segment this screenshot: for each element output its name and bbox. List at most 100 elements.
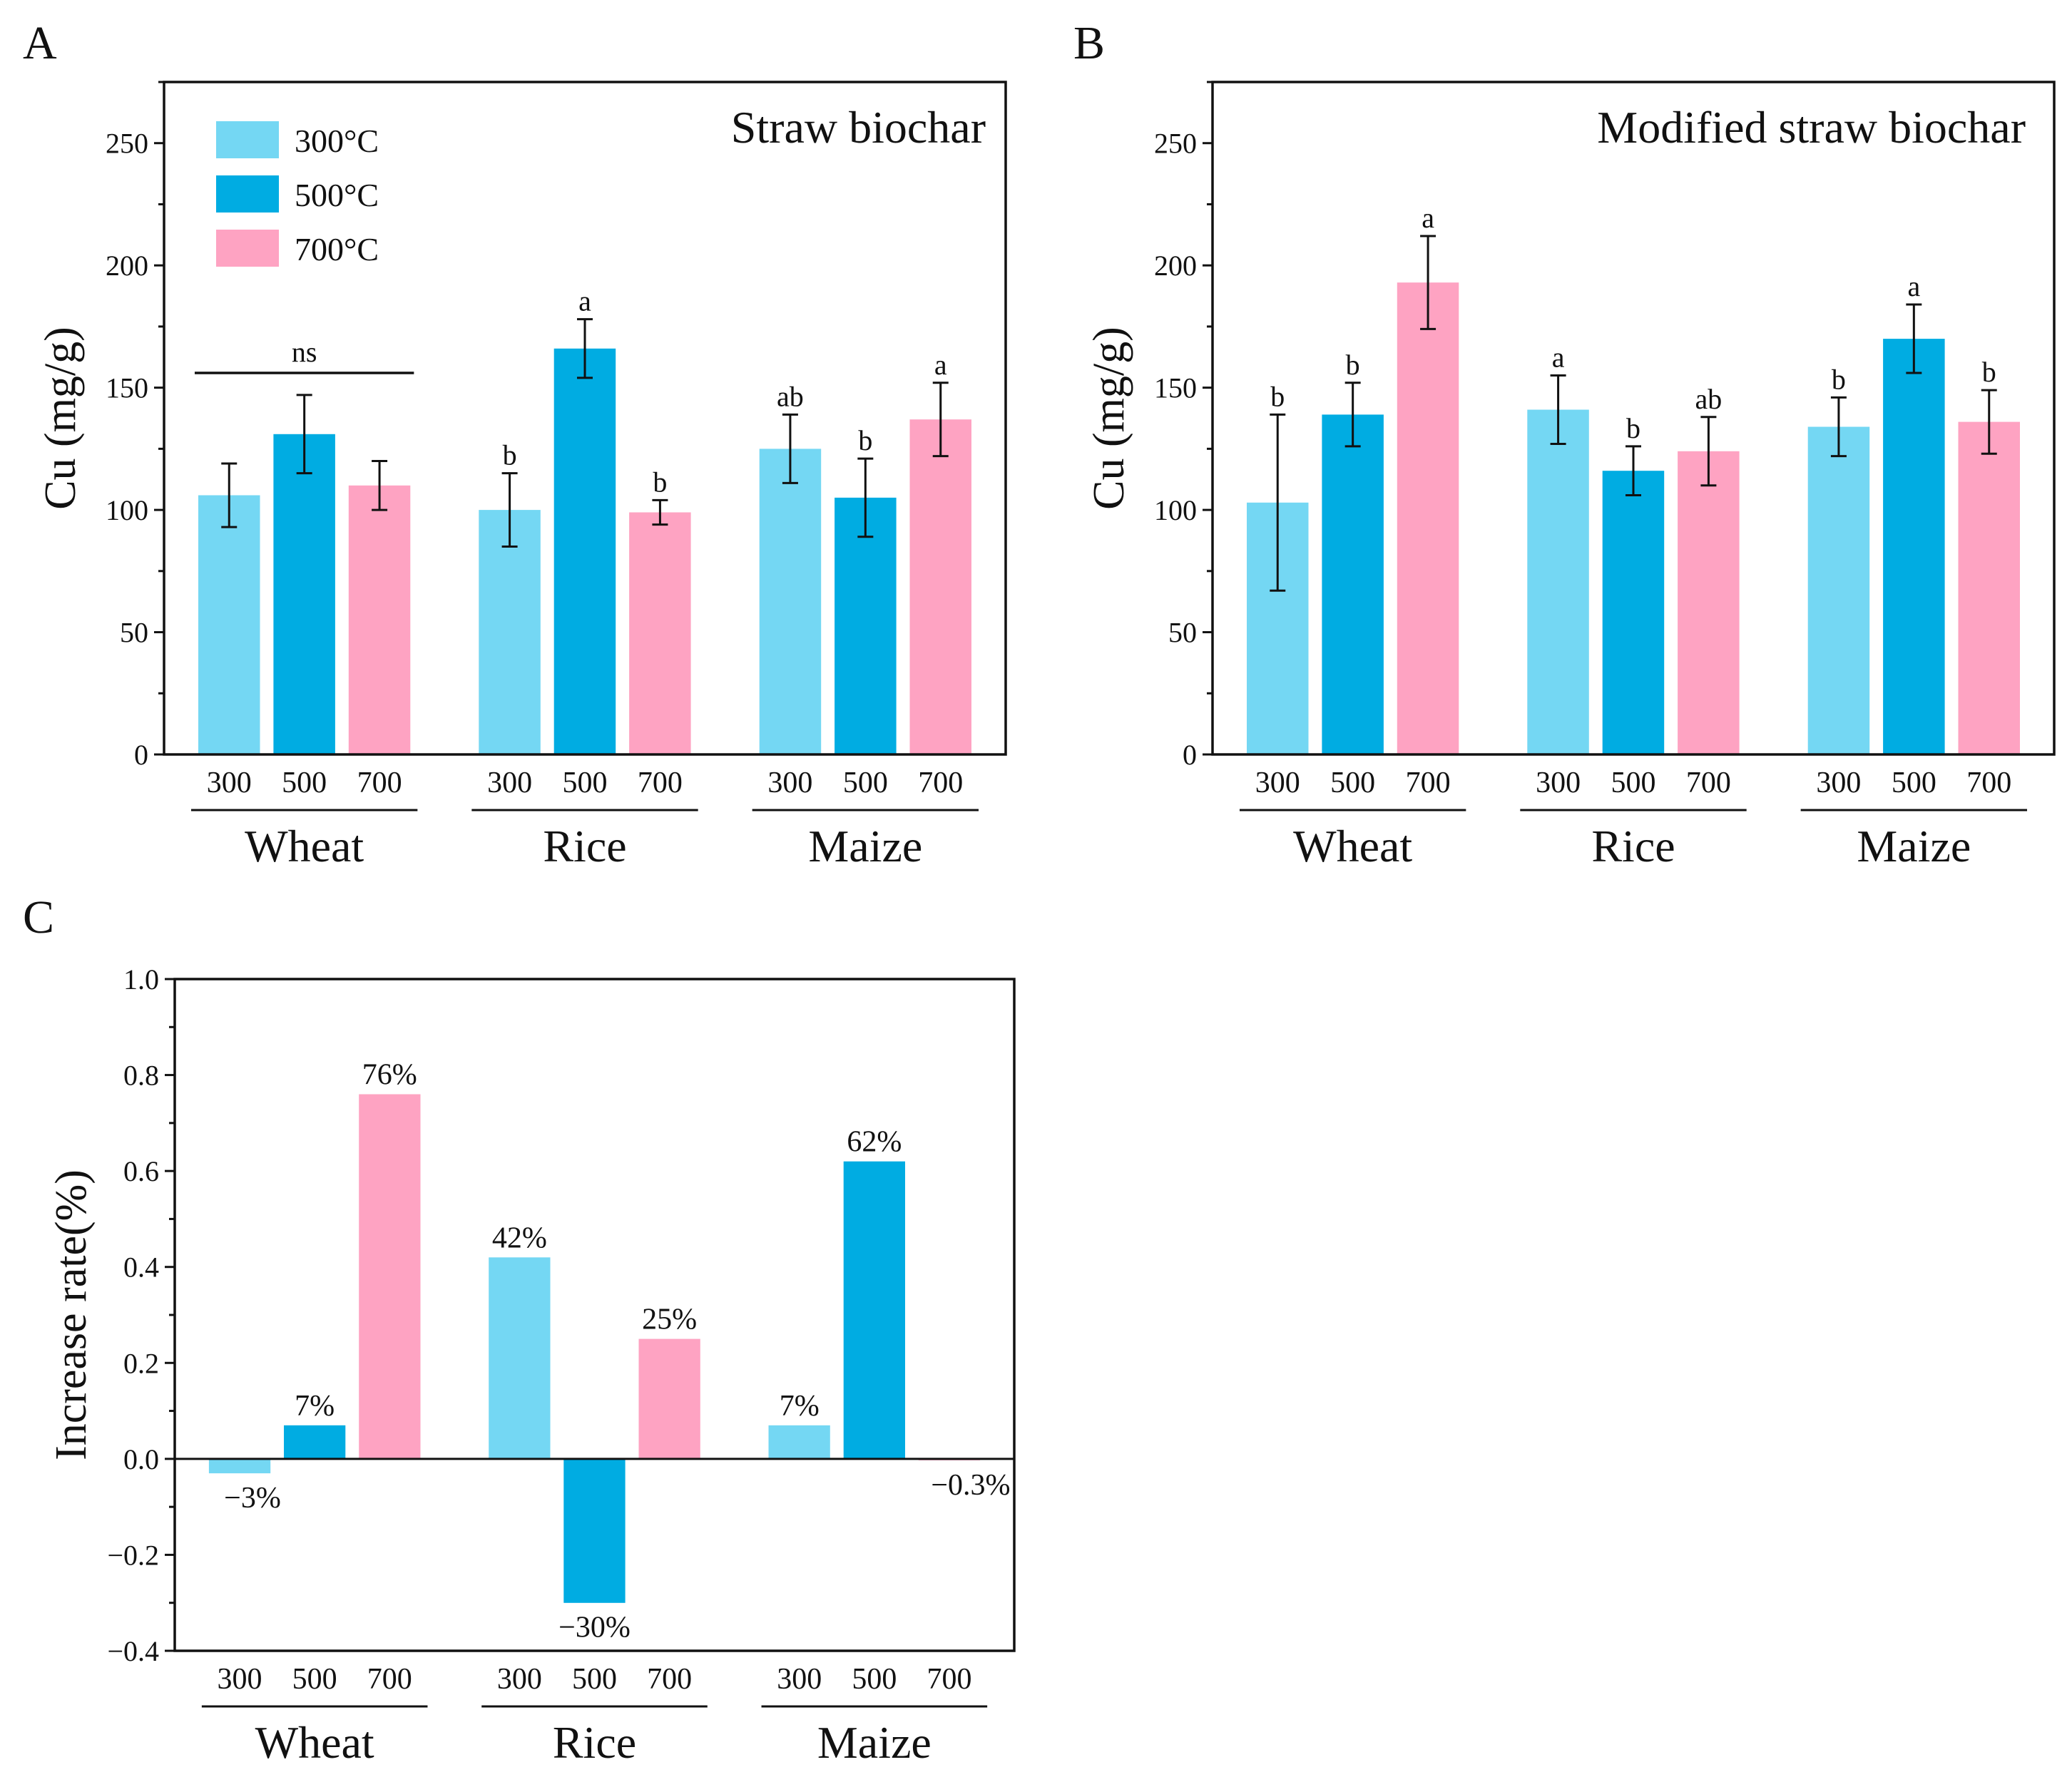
y-tick-label: 50 bbox=[1168, 617, 1197, 649]
y-tick-label: 200 bbox=[1154, 250, 1197, 282]
significance-label: b bbox=[503, 439, 517, 471]
x-tick-label: 500 bbox=[292, 1663, 337, 1696]
data-label: 25% bbox=[642, 1304, 697, 1336]
x-tick-label: 500 bbox=[563, 767, 608, 799]
y-tick-label: 1.0 bbox=[123, 963, 159, 995]
ns-label: ns bbox=[292, 336, 317, 368]
x-tick-label: 300 bbox=[207, 767, 252, 799]
panel-c: C −3% 42% 7% 7% −30% 62% 76% 25% −0.3% −0.4 −0.2 0.0… bbox=[23, 891, 1016, 1768]
bar-rice-700 bbox=[1678, 451, 1740, 754]
bar-wheat-500 bbox=[273, 434, 335, 754]
legend-swatch-700c bbox=[216, 230, 279, 267]
significance-label: a bbox=[1907, 270, 1920, 302]
y-tick-label: 0 bbox=[1183, 739, 1197, 771]
significance-label: b bbox=[653, 466, 667, 498]
significance-label: b bbox=[1626, 412, 1640, 444]
x-tick-label: 700 bbox=[1966, 767, 2011, 799]
bar-maize-700 bbox=[1958, 421, 2020, 754]
x-tick-label: 500 bbox=[1330, 767, 1375, 799]
bar-rice-500 bbox=[553, 348, 616, 754]
x-tick-label: 300 bbox=[777, 1663, 822, 1696]
y-axis-label: Cu (mg/g) bbox=[36, 327, 85, 510]
legend-label: 700°C bbox=[295, 231, 379, 267]
data-label: 7% bbox=[780, 1390, 820, 1423]
data-label: 76% bbox=[362, 1058, 417, 1091]
significance-label: a bbox=[578, 285, 591, 317]
bar-rice-500 bbox=[563, 1458, 626, 1603]
significance-label: b bbox=[1982, 356, 1996, 388]
significance-label: a bbox=[1422, 202, 1434, 234]
group-label-maize: Maize bbox=[1857, 821, 1971, 871]
legend-swatch-300c bbox=[216, 121, 279, 158]
plot-frame bbox=[1211, 81, 2056, 756]
panel-letter: B bbox=[1073, 17, 1105, 69]
x-tick-label: 500 bbox=[852, 1663, 897, 1696]
group-label-wheat: Wheat bbox=[1293, 821, 1412, 871]
x-tick-label: 700 bbox=[647, 1663, 692, 1696]
y-tick-label: 150 bbox=[1154, 372, 1197, 404]
y-tick-label: 250 bbox=[106, 128, 148, 160]
y-tick-label: −0.4 bbox=[107, 1635, 159, 1667]
y-tick-label: 100 bbox=[1154, 494, 1197, 526]
x-tick-label: 300 bbox=[1536, 767, 1581, 799]
data-label: 42% bbox=[492, 1222, 547, 1254]
x-tick-label: 700 bbox=[1406, 767, 1451, 799]
x-tick-label: 300 bbox=[767, 767, 812, 799]
x-tick-label: 500 bbox=[572, 1663, 617, 1696]
bar-rice-700 bbox=[638, 1338, 700, 1459]
y-tick-label: 150 bbox=[106, 372, 148, 404]
significance-label: a bbox=[934, 349, 947, 381]
significance-label: ab bbox=[777, 380, 804, 412]
bar-rice-300 bbox=[489, 1257, 551, 1459]
y-tick-label: −0.2 bbox=[107, 1539, 159, 1571]
significance-label: b bbox=[1270, 380, 1285, 412]
significance-label: b bbox=[1346, 349, 1360, 381]
bar-wheat-500 bbox=[284, 1425, 346, 1459]
bar-maize-300 bbox=[1807, 426, 1870, 754]
bar-maize-500 bbox=[1883, 339, 1945, 755]
bar-wheat-300 bbox=[208, 1458, 271, 1474]
y-tick-label: 0.4 bbox=[123, 1251, 159, 1284]
bar-maize-700 bbox=[909, 419, 971, 754]
panel-letter: A bbox=[23, 17, 57, 69]
bar-rice-700 bbox=[629, 512, 691, 754]
y-tick-label: 0.6 bbox=[123, 1155, 159, 1187]
data-label: −0.3% bbox=[931, 1469, 1010, 1502]
y-tick-label: 50 bbox=[120, 617, 148, 649]
significance-label: a bbox=[1552, 341, 1565, 373]
x-tick-label: 500 bbox=[843, 767, 888, 799]
group-label-rice: Rice bbox=[543, 821, 626, 871]
plot-frame bbox=[163, 81, 1007, 756]
data-label: 62% bbox=[847, 1126, 902, 1159]
y-tick-label: 0.2 bbox=[123, 1347, 159, 1379]
y-axis-label: Increase rate(%) bbox=[47, 1169, 96, 1460]
panel-letter: C bbox=[23, 891, 54, 943]
x-tick-label: 500 bbox=[1892, 767, 1936, 799]
bar-maize-500 bbox=[835, 497, 897, 754]
bar-maize-300 bbox=[768, 1425, 830, 1459]
bar-rice-300 bbox=[1527, 409, 1589, 754]
group-label-rice: Rice bbox=[553, 1717, 636, 1768]
legend-label: 500°C bbox=[295, 177, 379, 213]
group-label-wheat: Wheat bbox=[255, 1717, 374, 1768]
significance-label: ab bbox=[1695, 383, 1723, 415]
data-label: 7% bbox=[295, 1390, 335, 1423]
bar-wheat-700 bbox=[1397, 282, 1459, 754]
y-tick-label: 200 bbox=[106, 250, 148, 282]
legend-label: 300°C bbox=[295, 123, 379, 159]
x-tick-label: 700 bbox=[1686, 767, 1731, 799]
bar-rice-500 bbox=[1602, 471, 1665, 754]
chart-title: Modified straw biochar bbox=[1597, 102, 2026, 153]
x-tick-label: 300 bbox=[1816, 767, 1861, 799]
legend-swatch-500c bbox=[216, 175, 279, 213]
x-tick-label: 300 bbox=[487, 767, 532, 799]
bar-maize-300 bbox=[759, 449, 822, 754]
group-label-wheat: Wheat bbox=[245, 821, 364, 871]
chart-title: Straw biochar bbox=[731, 102, 986, 153]
bar-maize-500 bbox=[843, 1161, 905, 1459]
x-tick-label: 300 bbox=[497, 1663, 542, 1696]
group-label-maize: Maize bbox=[808, 821, 922, 871]
group-label-rice: Rice bbox=[1591, 821, 1675, 871]
y-tick-label: 0.0 bbox=[123, 1443, 159, 1475]
